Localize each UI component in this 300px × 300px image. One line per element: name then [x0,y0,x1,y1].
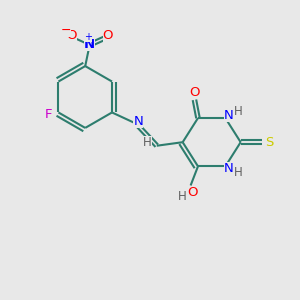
Text: −: − [61,24,71,37]
Text: H: H [234,105,243,118]
Text: O: O [103,29,113,42]
Text: S: S [265,136,273,149]
Text: H: H [143,136,152,149]
Text: O: O [187,186,197,199]
Text: H: H [234,166,243,179]
Text: N: N [84,38,95,51]
Text: N: N [224,109,234,122]
Text: O: O [66,29,76,42]
Text: +: + [84,32,92,42]
Text: F: F [44,108,52,121]
Text: O: O [189,86,200,99]
Text: N: N [224,162,234,175]
Text: N: N [133,115,143,128]
Text: H: H [178,190,187,203]
